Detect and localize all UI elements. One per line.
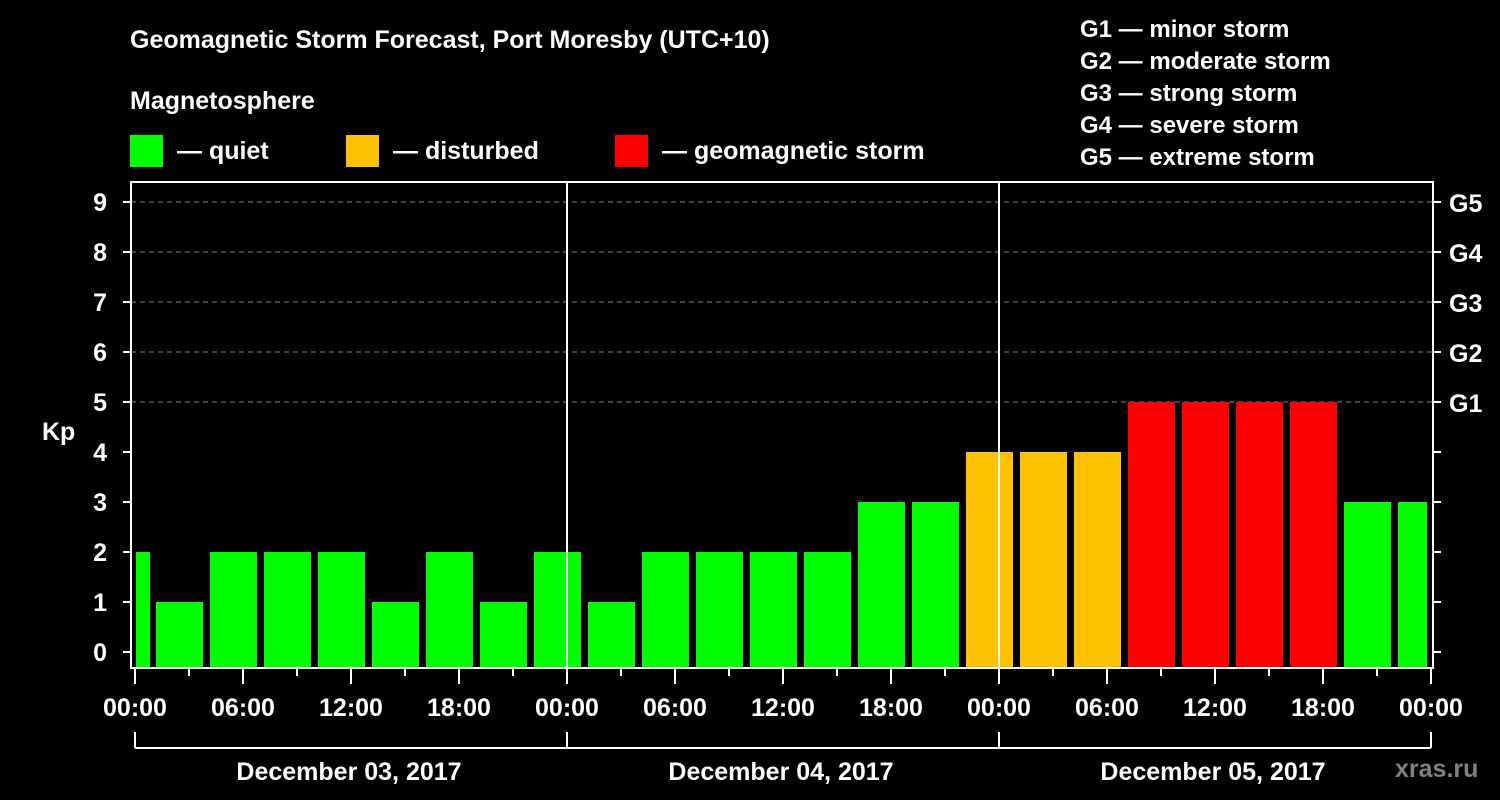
kp-bar [1182,402,1229,667]
y-tick-label: 2 [93,539,107,567]
y-tick-label: 9 [93,189,107,217]
kp-bar [426,552,473,667]
g-scale-item: G5 — extreme storm [1080,144,1315,171]
y-tick-label: 4 [93,439,107,467]
x-tick-label: 12:00 [319,694,383,722]
x-tick-label: 18:00 [427,694,491,722]
g-scale-item: G4 — severe storm [1080,112,1299,139]
kp-bar [210,552,257,667]
g-level-label: G2 [1449,340,1482,368]
x-tick-label: 12:00 [751,694,815,722]
kp-bar [642,552,689,667]
g-scale-item: G2 — moderate storm [1080,48,1331,75]
x-tick-label: 12:00 [1183,694,1247,722]
g-scale-item: G1 — minor storm [1080,16,1290,43]
kp-bar [1344,502,1391,667]
x-tick-label: 00:00 [967,694,1031,722]
kp-bars [136,402,1427,667]
x-tick-label: 18:00 [859,694,923,722]
x-tick-label: 00:00 [1399,694,1463,722]
legend-storm: — geomagnetic storm [615,134,925,168]
day-label: December 05, 2017 [1100,758,1325,786]
kp-bar [156,602,203,667]
kp-bar [136,552,150,667]
kp-bar [1290,402,1337,667]
kp-bar [588,602,635,667]
kp-bar [858,502,905,667]
kp-bar [264,552,311,667]
disturbed-swatch [346,135,379,167]
watermark: xras.ru [1395,755,1479,783]
x-tick-label: 06:00 [211,694,275,722]
y-tick-label: 3 [93,489,107,517]
grid-lines [131,201,1433,403]
legend-disturbed: — disturbed [346,134,539,168]
kp-bar [534,552,581,667]
chart-title: Geomagnetic Storm Forecast, Port Moresby… [130,26,770,54]
g-scale-list: G1 — minor storm G2 — moderate storm G3 … [1080,14,1331,174]
x-tick-label: 18:00 [1291,694,1355,722]
y-tick-label: 6 [93,339,107,367]
legend-heading: Magnetosphere [130,87,315,115]
kp-bar [966,452,1013,667]
kp-bar [1074,452,1121,667]
quiet-swatch [130,135,163,167]
day-label: December 04, 2017 [668,758,893,786]
axes: 0 1 2 3 4 5 6 7 8 9 G1 G2 G3 G4 G5 00:00 06:00 12:00 18:00… [93,181,1482,786]
kp-bar [750,552,797,667]
y-tick-label: 8 [93,239,107,267]
kp-bar [912,502,959,667]
x-tick-label: 00:00 [103,694,167,722]
y-tick-label: 5 [93,389,107,417]
kp-bar [1020,452,1067,667]
legend-quiet: — quiet [130,134,269,168]
g-level-label: G1 [1449,390,1482,418]
day-label: December 03, 2017 [236,758,461,786]
legend-quiet-label: — quiet [177,136,269,165]
kp-bar [1236,402,1283,667]
y-tick-label: 1 [93,589,107,617]
g-level-label: G5 [1449,190,1482,218]
y-axis-label: Kp [42,418,75,446]
kp-bar [318,552,365,667]
x-tick-label: 00:00 [535,694,599,722]
storm-swatch [615,135,648,167]
kp-bar [1398,502,1427,667]
g-scale-item: G3 — strong storm [1080,80,1298,107]
kp-bar [372,602,419,667]
kp-bar [1128,402,1175,667]
y-tick-label: 0 [93,639,107,667]
kp-bar [480,602,527,667]
y-tick-label: 7 [93,289,107,317]
kp-bar [804,552,851,667]
g-level-label: G4 [1449,240,1482,268]
legend-storm-label: — geomagnetic storm [662,136,925,165]
legend-disturbed-label: — disturbed [393,136,539,165]
x-tick-label: 06:00 [643,694,707,722]
x-tick-label: 06:00 [1075,694,1139,722]
g-level-label: G3 [1449,290,1482,318]
kp-bar [696,552,743,667]
